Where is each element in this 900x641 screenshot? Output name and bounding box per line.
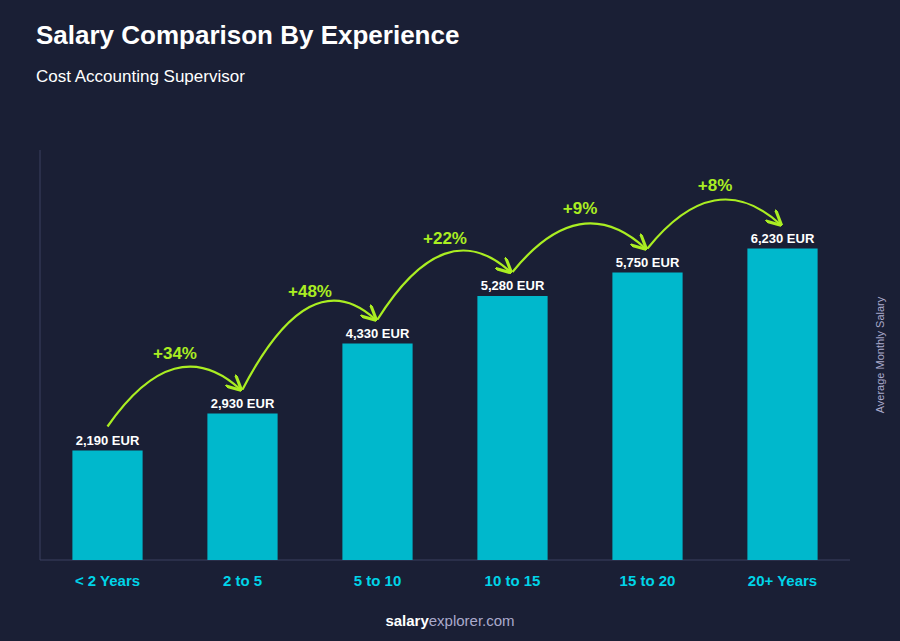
data-label: 2,930 EUR: [211, 396, 275, 411]
data-label: 5,750 EUR: [616, 255, 680, 270]
bars: [72, 249, 817, 561]
footer: salaryexplorer.com: [385, 612, 514, 629]
change-arc: [378, 251, 511, 320]
x-tick-label: 5 to 10: [354, 572, 402, 589]
change-arc: [648, 200, 781, 249]
bar: [747, 249, 817, 561]
y-axis-label: Average Monthly Salary: [874, 296, 886, 413]
data-label: 5,280 EUR: [481, 278, 545, 293]
title: Salary Comparison By Experience: [36, 20, 459, 50]
bar: [207, 414, 277, 561]
change-arc: [513, 223, 646, 272]
chart: Salary Comparison By Experience Cost Acco…: [0, 0, 900, 641]
y-axis-line: [40, 150, 41, 560]
data-label: 6,230 EUR: [751, 231, 815, 246]
x-axis-line: [40, 560, 850, 561]
subtitle: Cost Accounting Supervisor: [36, 67, 245, 86]
data-label: 4,330 EUR: [346, 326, 410, 341]
data-label: 2,190 EUR: [76, 433, 140, 448]
bar: [477, 296, 547, 560]
bar: [72, 451, 142, 561]
background: [0, 0, 900, 641]
annotation: +34%: [153, 344, 197, 363]
x-tick-label: 15 to 20: [620, 572, 676, 589]
x-tick-label: 20+ Years: [748, 572, 817, 589]
chart-container: Salary Comparison By Experience Cost Acco…: [0, 0, 900, 641]
annotation: +22%: [423, 229, 467, 248]
bar: [612, 273, 682, 561]
annotation: +8%: [698, 176, 733, 195]
annotation: +48%: [288, 282, 332, 301]
bar: [342, 344, 412, 561]
x-tick-label: 10 to 15: [485, 572, 541, 589]
change-arc: [243, 301, 376, 390]
footer-bold: salary: [385, 612, 429, 629]
x-tick-label: 2 to 5: [223, 572, 262, 589]
change-arc: [108, 367, 241, 427]
annotation: +9%: [563, 199, 598, 218]
footer-rest: explorer.com: [429, 612, 515, 629]
x-tick-label: < 2 Years: [75, 572, 140, 589]
